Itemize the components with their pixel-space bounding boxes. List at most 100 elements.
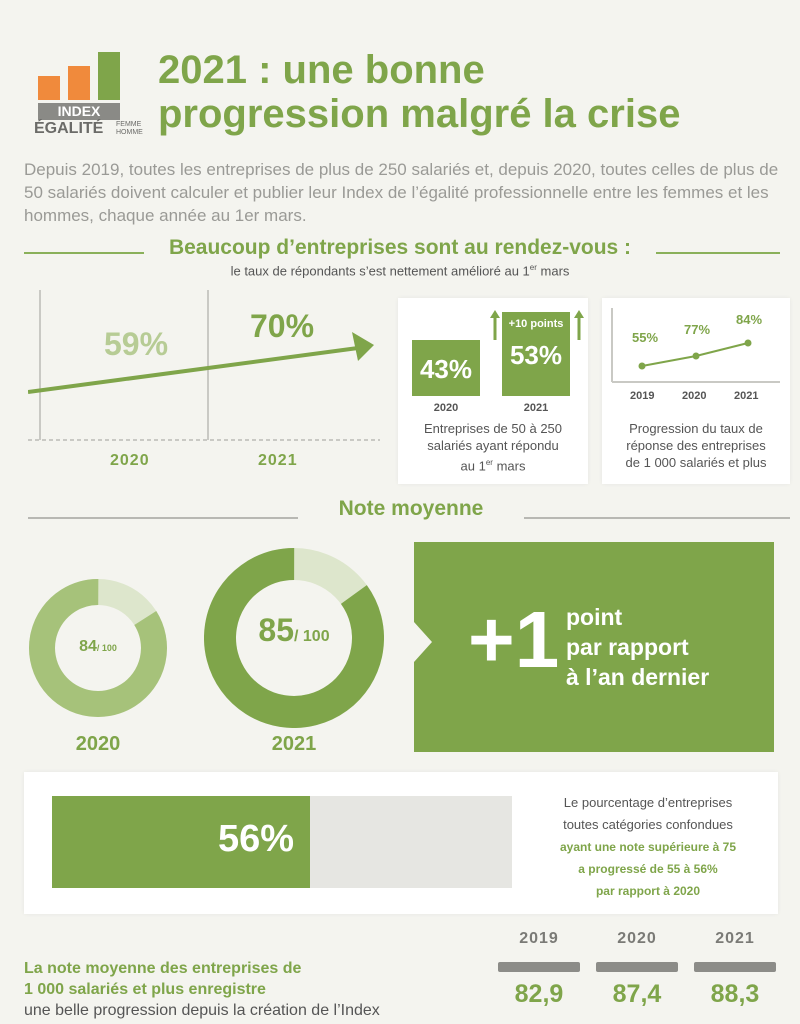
card-large-companies: 55% 77% 84% 2019 2020 2021 Progression d… <box>602 298 790 484</box>
trend-year-2020: 2020 <box>110 452 150 469</box>
trend-year-2021: 2021 <box>258 452 298 469</box>
donut-2020-value: 84 <box>79 638 97 655</box>
callout-line1: point <box>566 604 623 630</box>
stat-2019-year: 2019 <box>519 930 559 947</box>
lc-year-2020: 2020 <box>682 390 707 402</box>
donut-2021-value: 85 <box>258 612 294 648</box>
stat-2021-year: 2021 <box>715 930 755 947</box>
share-text: Le pourcentage d’entreprises toutes caté… <box>526 792 770 902</box>
stat-2021: 2021 88,3 <box>694 930 776 1009</box>
callout-big-number: +1 <box>468 595 560 684</box>
section1-heading: Beaucoup d’entreprises sont au rendez-vo… <box>168 236 632 259</box>
donut-2021-year: 2021 <box>271 733 317 755</box>
title-line-2: progression malgré la crise <box>158 92 681 136</box>
card-small-caption-line3: au 1er mars <box>460 458 526 474</box>
section1-subheading: le taux de répondants s’est nettement am… <box>150 263 650 278</box>
title-line-1: 2021 : une bonne <box>158 48 485 92</box>
logo-homme-label: HOMME <box>116 129 143 136</box>
response-rate-trend: 59% 70% 2020 2021 <box>27 290 388 480</box>
logo-bar-medium <box>68 66 90 100</box>
note-label-line1: La note moyenne des entreprises de <box>24 960 302 977</box>
callout-line3: à l’an dernier <box>566 664 710 690</box>
lc-label-2020: 77% <box>684 322 711 337</box>
card-small-caption-line2: salariés ayant répondu <box>427 438 559 453</box>
stat-2020-value: 87,4 <box>612 980 662 1008</box>
logo-bar-small <box>38 76 60 100</box>
intro-paragraph: Depuis 2019, toutes les entreprises de p… <box>24 160 779 225</box>
box-2020 <box>412 340 480 396</box>
stat-2020: 2020 87,4 <box>596 930 678 1009</box>
box-2021-gain: +10 points <box>508 318 564 330</box>
card-small-caption-line1: Entreprises de 50 à 250 <box>423 421 563 436</box>
card-small-companies: 43% +10 points 53% 2020 2021 Entreprises… <box>398 298 588 484</box>
donut-2020-unit: / 100 <box>96 643 117 653</box>
share-text-line2: toutes catégories confondues <box>563 817 733 832</box>
logo-bar-large <box>98 52 120 100</box>
donut-2021 <box>204 548 384 728</box>
card-large-caption-line1: Progression du taux de <box>629 421 763 436</box>
box-year-2021: 2021 <box>523 402 549 414</box>
share-bar-value: 56% <box>218 818 295 860</box>
card-large-caption-line2: réponse des entreprises <box>626 438 766 453</box>
stat-2020-divider <box>596 962 678 972</box>
donut-2021-arc <box>204 548 384 728</box>
donut-2021-unit: / 100 <box>294 628 330 645</box>
large-companies-linechart <box>611 308 780 383</box>
index-egalite-logo: INDEX ÉGALITÉ FEMME HOMME <box>30 50 143 140</box>
trend-arrowhead <box>352 332 374 361</box>
share-text-line4: a progressé de 55 à 56% <box>578 862 718 876</box>
callout-line2: par rapport <box>566 634 689 660</box>
box-2021 <box>502 312 570 396</box>
section2-rule-right <box>524 517 790 519</box>
donut-2020-year: 2020 <box>75 733 121 755</box>
lc-point-2021 <box>744 339 752 347</box>
note-label-line2: 1 000 salariés et plus enregistre <box>24 981 266 998</box>
share-bar-fill <box>52 796 310 888</box>
share-text-line3: ayant une note supérieure à 75 <box>559 840 737 854</box>
section1-subheading-pre: le taux de répondants s’est nettement am… <box>230 263 530 279</box>
callout-text: point par rapport à l’an dernier <box>566 602 709 692</box>
section1-rule-right <box>656 252 780 254</box>
card-small-caption: Entreprises de 50 à 250 salariés ayant r… <box>398 420 588 474</box>
trend-pct-2020: 59% <box>104 326 169 362</box>
donut-2020 <box>29 579 167 717</box>
section1-subheading-sup: er <box>529 263 537 272</box>
stat-2021-value: 88,3 <box>710 980 760 1008</box>
lc-year-2019: 2019 <box>630 390 655 402</box>
callout-box <box>414 542 774 752</box>
stat-2020-year: 2020 <box>617 930 657 947</box>
box-2020-value: 43% <box>419 354 473 384</box>
page-title: 2021 : une bonne progression malgré la c… <box>158 48 788 136</box>
stat-2021-divider <box>694 962 776 972</box>
stat-2019: 2019 82,9 <box>498 930 580 1009</box>
lc-label-2021: 84% <box>736 312 763 327</box>
large-companies-note-label: La note moyenne des entreprises de 1 000… <box>24 958 444 1021</box>
lc-point-2019 <box>638 362 646 370</box>
lc-year-2021: 2021 <box>734 390 759 402</box>
stat-2019-value: 82,9 <box>514 980 564 1008</box>
note-label-line3: une belle progression depuis la création… <box>24 1002 380 1019</box>
donut-2021-label: 85/ 100 <box>204 612 384 649</box>
section1-rule-left <box>24 252 144 254</box>
lc-label-2019: 55% <box>632 330 659 345</box>
box-2021-value: 53% <box>509 340 563 370</box>
card-large-caption: Progression du taux de réponse des entre… <box>602 420 790 471</box>
logo-egalite-label: ÉGALITÉ <box>34 120 104 137</box>
card-large-caption-line3: de 1 000 salariés et plus <box>625 455 767 470</box>
logo-femme-label: FEMME <box>116 121 142 128</box>
trend-pct-2021: 70% <box>250 308 315 344</box>
lc-point-2020 <box>692 352 700 360</box>
arrow-up-icon-right <box>574 310 584 340</box>
arrow-up-icon-left <box>490 310 500 340</box>
trend-graphic <box>27 290 380 441</box>
logo-index-label: INDEX <box>38 103 120 120</box>
share-text-line1: Le pourcentage d’entreprises <box>563 795 733 810</box>
share-text-line5: par rapport à 2020 <box>595 884 701 898</box>
section2-rule-left <box>28 517 298 519</box>
donut-2020-arc <box>29 579 167 717</box>
section2-heading: Note moyenne <box>338 497 484 520</box>
section1-subheading-post: mars <box>536 263 570 279</box>
stat-2019-divider <box>498 962 580 972</box>
box-year-2020: 2020 <box>433 402 459 414</box>
trend-line <box>27 346 359 394</box>
